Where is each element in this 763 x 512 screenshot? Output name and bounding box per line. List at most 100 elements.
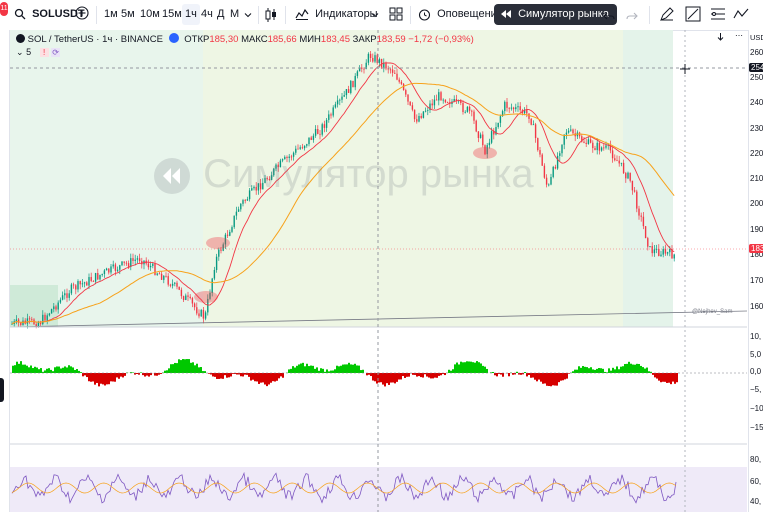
interval-15m[interactable]: 15м (162, 8, 182, 20)
oscillator-bar (320, 368, 322, 373)
oscillator-bar (422, 373, 424, 378)
candle-body (301, 147, 304, 149)
candle-body (660, 254, 662, 256)
oscillator-bar (470, 361, 472, 373)
candle-body (631, 180, 634, 191)
interval-day[interactable]: Д (217, 8, 225, 20)
candle-body (275, 164, 277, 169)
indicators-button[interactable]: Индикаторы (295, 4, 378, 25)
oscillator-bar (362, 369, 364, 373)
oscillator-bar (660, 373, 662, 383)
oscillator-bar (670, 373, 672, 385)
candle-body (614, 158, 616, 161)
sync-icon[interactable]: ⟳ (51, 48, 61, 57)
candle-body (147, 263, 150, 268)
high-value: 185,66 (267, 34, 297, 45)
symbol-search-button[interactable]: SOLUSDT (14, 4, 85, 25)
osc-tick: 5,0 (750, 350, 762, 359)
candle-body (88, 277, 90, 286)
candle-body (556, 155, 559, 169)
notification-badge[interactable]: 11 (0, 2, 8, 16)
oscillator-bar (176, 363, 178, 373)
add-symbol-button[interactable] (75, 6, 89, 27)
market-replay-label: Симулятор рынка (518, 8, 609, 20)
currency-label[interactable]: USD (750, 33, 763, 42)
candle-body (237, 209, 240, 212)
interval-month[interactable]: М (230, 8, 240, 20)
oscillator-bar (644, 368, 646, 373)
pattern-tool-button[interactable] (733, 6, 749, 27)
alerts-button[interactable]: Оповещения (418, 4, 503, 25)
symbol-legend: SOL / TetherUS · 1ч · BINANCE ОТКР185,30… (16, 33, 474, 45)
price-axis[interactable] (748, 30, 763, 512)
redo-button[interactable] (626, 8, 638, 29)
candle-body (647, 238, 649, 247)
candle-body (259, 183, 262, 190)
replay-indicator-icon[interactable] (168, 33, 179, 43)
interval-dropdown[interactable] (244, 6, 252, 27)
interval-4h[interactable]: 4ч (201, 8, 213, 20)
oscillator-bar (166, 370, 168, 373)
interval-5m[interactable]: 5м (121, 8, 135, 20)
candle-body (497, 122, 499, 128)
chevron-down-icon[interactable]: ⌄ (16, 47, 24, 57)
oscillator-bar (496, 373, 498, 377)
oscillator-bar (138, 373, 140, 375)
divider (285, 6, 286, 24)
toolbar-collapse-handle[interactable] (0, 378, 4, 402)
rsi-signal-line (11, 482, 677, 494)
candle-body (130, 258, 132, 267)
candle-body (59, 299, 62, 303)
candle-body (515, 107, 517, 110)
symbol-label: SOLUSDT (32, 8, 85, 20)
oscillator-bar (634, 364, 636, 373)
candle-body (125, 262, 128, 264)
candle-body (330, 114, 332, 116)
candle-body (572, 129, 574, 134)
oscillator-bar (300, 363, 302, 373)
axis-settings-button[interactable] (716, 32, 725, 43)
candle-body (323, 124, 326, 128)
candle-body (226, 234, 229, 236)
oscillator-bar (392, 373, 394, 383)
oscillator-bar (120, 373, 122, 377)
chart-type-button[interactable] (264, 7, 278, 28)
candle-body (453, 98, 455, 102)
candle-body (354, 75, 356, 88)
candle-body (587, 139, 590, 145)
candle-body (598, 142, 601, 151)
alert-flag-icon[interactable]: ! (39, 48, 49, 57)
oscillator-bar (100, 373, 102, 384)
interval-10m[interactable]: 10м (140, 8, 160, 20)
axis-menu-button[interactable]: ⋯ (735, 31, 743, 40)
candle-body (290, 156, 293, 158)
oscillator-bar (104, 373, 106, 386)
oscillator-bar (664, 373, 666, 382)
candle-body (105, 268, 108, 271)
indicators-icon (295, 8, 309, 21)
trend-line-button[interactable] (685, 6, 701, 27)
oscillator-bar (76, 369, 78, 373)
oscillator-bar (186, 359, 188, 373)
oscillator-bar (302, 362, 304, 373)
indicators-dropdown[interactable] (371, 6, 379, 27)
undo-button[interactable] (603, 8, 615, 29)
candle-body (101, 273, 103, 275)
oscillator-bar (434, 373, 436, 378)
candle-body (460, 100, 462, 103)
chart-canvas[interactable] (10, 30, 747, 512)
market-replay-button[interactable]: Симулятор рынка (494, 4, 617, 25)
oscillator-bar (620, 366, 622, 373)
interval-1h[interactable]: 1ч (182, 4, 200, 25)
oscillator-bar (200, 367, 202, 373)
oscillator-bar (612, 367, 614, 373)
rewind-icon (501, 10, 511, 19)
candle-body (350, 80, 352, 93)
templates-button[interactable] (389, 7, 403, 28)
drawing-tool-button[interactable] (659, 6, 675, 27)
fib-tool-button[interactable] (710, 6, 726, 27)
candle-body (385, 62, 387, 69)
oscillator-bar (52, 371, 54, 373)
price-tick: 210 (750, 174, 763, 183)
interval-1m[interactable]: 1м (104, 8, 118, 20)
